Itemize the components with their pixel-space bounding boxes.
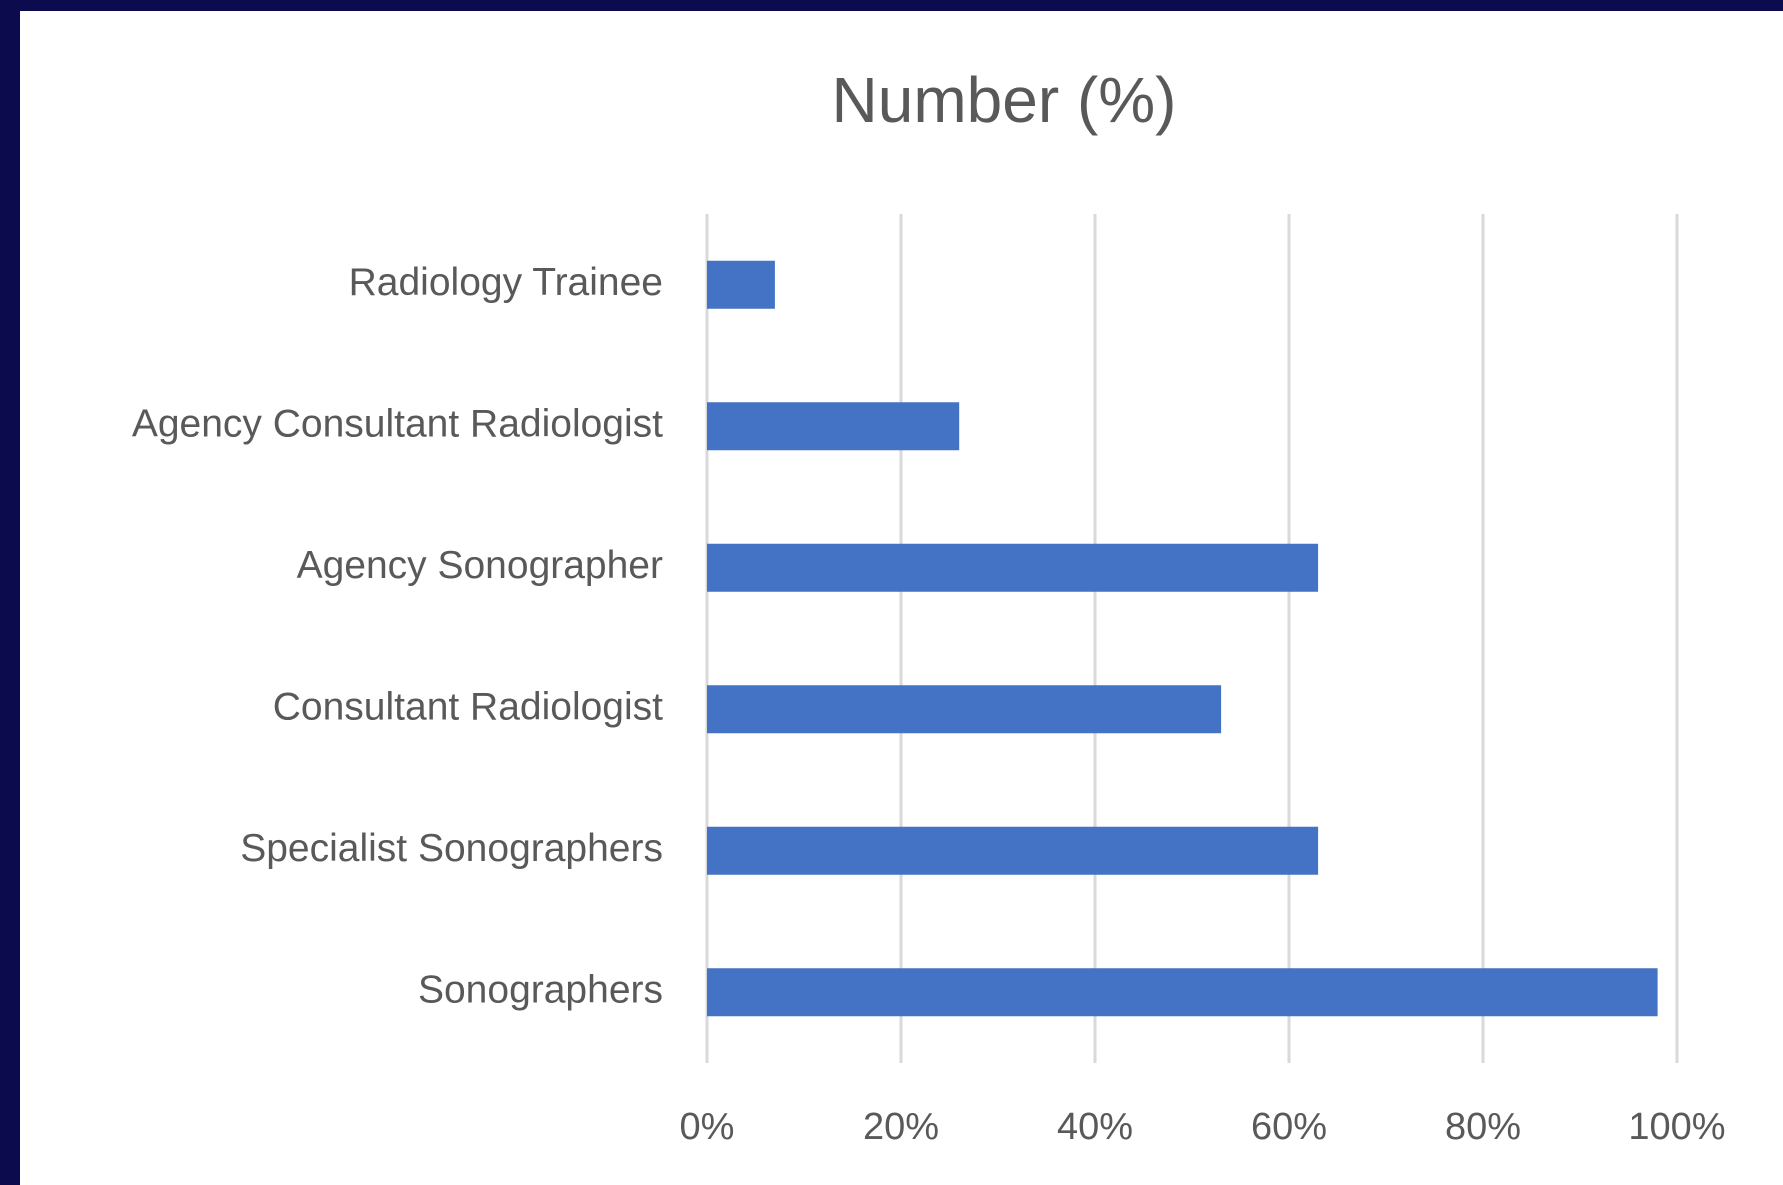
y-tick-label: Agency Sonographer bbox=[297, 544, 663, 587]
bar bbox=[707, 402, 960, 451]
x-tick-label: 20% bbox=[863, 1106, 939, 1148]
x-tick-label: 0% bbox=[680, 1106, 735, 1148]
x-tick-label: 80% bbox=[1445, 1106, 1521, 1148]
x-tick-label: 100% bbox=[1628, 1106, 1725, 1148]
bar bbox=[707, 968, 1658, 1017]
y-tick-label: Specialist Sonographers bbox=[240, 827, 663, 870]
y-tick-label: Agency Consultant Radiologist bbox=[132, 403, 663, 446]
bar bbox=[707, 685, 1222, 734]
x-tick-label: 60% bbox=[1251, 1106, 1327, 1148]
chart-title: Number (%) bbox=[832, 64, 1177, 136]
y-tick-label: Sonographers bbox=[418, 969, 663, 1012]
y-tick-label: Consultant Radiologist bbox=[273, 686, 663, 729]
y-tick-label: Radiology Trainee bbox=[349, 261, 663, 304]
bar bbox=[707, 543, 1319, 592]
bar bbox=[707, 260, 775, 309]
bar bbox=[707, 826, 1319, 875]
x-tick-label: 40% bbox=[1057, 1106, 1133, 1148]
